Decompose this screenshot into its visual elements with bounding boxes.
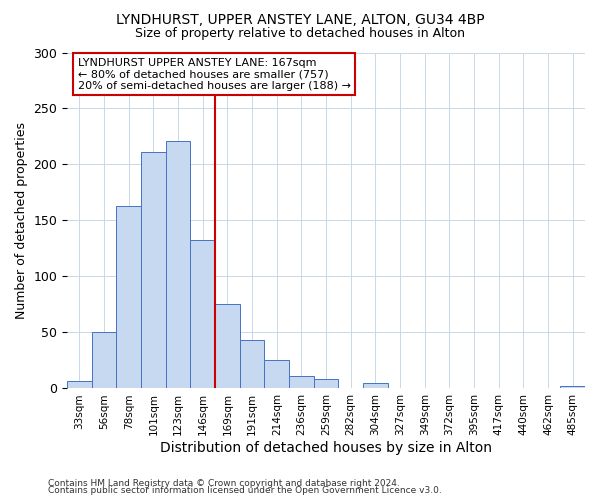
Text: Contains HM Land Registry data © Crown copyright and database right 2024.: Contains HM Land Registry data © Crown c… <box>48 478 400 488</box>
Text: LYNDHURST UPPER ANSTEY LANE: 167sqm
← 80% of detached houses are smaller (757)
2: LYNDHURST UPPER ANSTEY LANE: 167sqm ← 80… <box>77 58 350 90</box>
Bar <box>265 360 289 388</box>
Text: Contains public sector information licensed under the Open Government Licence v3: Contains public sector information licen… <box>48 486 442 495</box>
Bar <box>363 383 388 388</box>
Bar <box>116 206 141 388</box>
Text: Size of property relative to detached houses in Alton: Size of property relative to detached ho… <box>135 28 465 40</box>
Bar <box>560 386 585 388</box>
Bar <box>141 152 166 388</box>
Bar <box>314 380 338 388</box>
Y-axis label: Number of detached properties: Number of detached properties <box>15 122 28 319</box>
Bar <box>289 376 314 388</box>
Bar <box>67 380 92 388</box>
Bar <box>240 340 265 388</box>
Bar <box>166 141 190 388</box>
Bar <box>215 304 240 388</box>
Bar <box>190 240 215 388</box>
Text: LYNDHURST, UPPER ANSTEY LANE, ALTON, GU34 4BP: LYNDHURST, UPPER ANSTEY LANE, ALTON, GU3… <box>116 12 484 26</box>
Bar <box>92 332 116 388</box>
X-axis label: Distribution of detached houses by size in Alton: Distribution of detached houses by size … <box>160 441 492 455</box>
